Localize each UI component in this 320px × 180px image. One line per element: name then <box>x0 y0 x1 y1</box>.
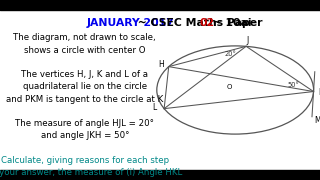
Text: of your answer, the measure of (i) Angle HKL: of your answer, the measure of (i) Angle… <box>0 168 182 177</box>
Text: The diagram, not drawn to scale,: The diagram, not drawn to scale, <box>13 33 156 42</box>
Text: H: H <box>158 60 164 69</box>
Text: and PKM is tangent to the circle at K: and PKM is tangent to the circle at K <box>6 94 164 103</box>
Text: ~ 10ai: ~ 10ai <box>209 17 252 28</box>
Text: Calculate, giving reasons for each step: Calculate, giving reasons for each step <box>1 156 169 165</box>
Text: ~ CSEC Maths Paper: ~ CSEC Maths Paper <box>134 17 267 28</box>
Text: The vertices H, J, K and L of a: The vertices H, J, K and L of a <box>21 70 148 79</box>
Text: 50°: 50° <box>288 82 300 88</box>
Text: JANUARY 2017: JANUARY 2017 <box>87 17 175 28</box>
Text: M: M <box>315 116 320 125</box>
Text: O: O <box>227 84 232 90</box>
Text: quadrilateral lie on the circle: quadrilateral lie on the circle <box>23 82 147 91</box>
Text: 20°: 20° <box>225 51 237 57</box>
Text: and angle JKH = 50°: and angle JKH = 50° <box>41 131 129 140</box>
Text: J: J <box>247 36 249 45</box>
Text: 02: 02 <box>200 17 215 28</box>
Text: K: K <box>318 89 320 98</box>
Text: shows a circle with center O: shows a circle with center O <box>24 46 146 55</box>
Text: The measure of angle HJL = 20°: The measure of angle HJL = 20° <box>15 119 154 128</box>
Text: L: L <box>152 103 157 112</box>
Text: P: P <box>319 66 320 75</box>
